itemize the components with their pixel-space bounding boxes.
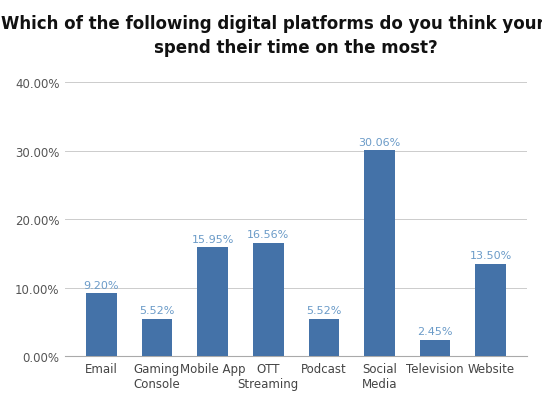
Bar [475,264,506,356]
Bar [197,247,228,356]
Bar [86,294,117,356]
Bar [364,151,395,356]
Text: 2.45%: 2.45% [417,326,453,337]
Text: 30.06%: 30.06% [358,137,401,147]
Text: 9.20%: 9.20% [83,280,119,290]
Bar [253,243,283,356]
Text: 5.52%: 5.52% [139,305,175,315]
Bar [420,340,450,356]
Text: 13.50%: 13.50% [469,251,512,261]
Text: 15.95%: 15.95% [191,234,234,244]
Bar [308,319,339,356]
Title: Which of the following digital platforms do you think your fans
spend their time: Which of the following digital platforms… [1,15,542,56]
Text: 5.52%: 5.52% [306,305,341,315]
Text: 16.56%: 16.56% [247,230,289,240]
Bar [141,319,172,356]
